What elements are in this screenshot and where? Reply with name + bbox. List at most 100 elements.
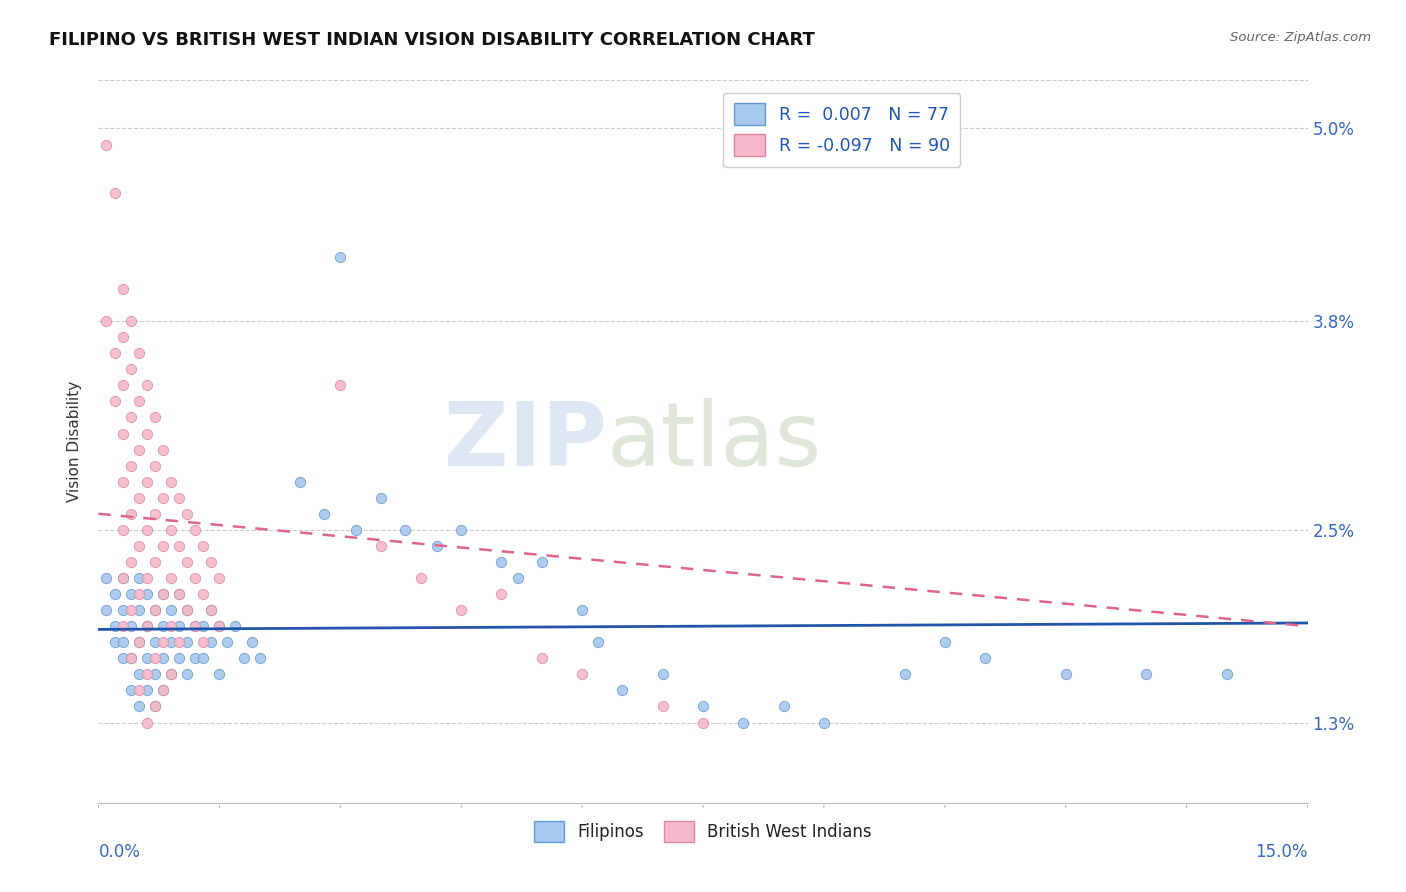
Point bbox=[193, 539, 215, 553]
Text: FILIPINO VS BRITISH WEST INDIAN VISION DISABILITY CORRELATION CHART: FILIPINO VS BRITISH WEST INDIAN VISION D… bbox=[49, 31, 815, 49]
Point bbox=[96, 137, 118, 152]
Point bbox=[200, 603, 222, 617]
Point bbox=[103, 635, 125, 649]
Point bbox=[128, 442, 150, 457]
Point bbox=[232, 651, 254, 665]
Point bbox=[103, 394, 125, 409]
Point bbox=[120, 458, 142, 473]
Point bbox=[1054, 667, 1077, 681]
Y-axis label: Vision Disability: Vision Disability bbox=[67, 381, 83, 502]
Point bbox=[813, 715, 835, 730]
Point bbox=[96, 571, 118, 585]
Point bbox=[240, 635, 263, 649]
Point bbox=[111, 571, 134, 585]
Point bbox=[450, 523, 472, 537]
Point bbox=[152, 539, 174, 553]
Point bbox=[193, 587, 215, 601]
Point bbox=[208, 571, 231, 585]
Point bbox=[111, 475, 134, 489]
Point bbox=[120, 555, 142, 569]
Point bbox=[152, 587, 174, 601]
Point bbox=[200, 603, 222, 617]
Point bbox=[530, 555, 553, 569]
Point bbox=[370, 539, 392, 553]
Point bbox=[120, 314, 142, 328]
Point bbox=[103, 587, 125, 601]
Point bbox=[103, 186, 125, 200]
Point bbox=[111, 523, 134, 537]
Point bbox=[143, 667, 166, 681]
Point bbox=[152, 651, 174, 665]
Point bbox=[612, 683, 634, 698]
Point bbox=[128, 635, 150, 649]
Point bbox=[651, 699, 673, 714]
Point bbox=[1216, 667, 1239, 681]
Point bbox=[193, 619, 215, 633]
Point bbox=[152, 587, 174, 601]
Point bbox=[111, 378, 134, 392]
Point bbox=[167, 491, 190, 505]
Point bbox=[152, 635, 174, 649]
Point bbox=[143, 651, 166, 665]
Point bbox=[184, 619, 207, 633]
Point bbox=[160, 571, 183, 585]
Point bbox=[160, 603, 183, 617]
Point bbox=[120, 410, 142, 425]
Point bbox=[135, 475, 157, 489]
Point bbox=[571, 667, 593, 681]
Point bbox=[506, 571, 529, 585]
Point bbox=[167, 539, 190, 553]
Point bbox=[491, 555, 513, 569]
Point bbox=[143, 603, 166, 617]
Point bbox=[120, 507, 142, 521]
Point bbox=[135, 683, 157, 698]
Point bbox=[160, 523, 183, 537]
Point bbox=[135, 587, 157, 601]
Point bbox=[176, 635, 198, 649]
Point bbox=[571, 603, 593, 617]
Point bbox=[176, 603, 198, 617]
Point bbox=[143, 603, 166, 617]
Point bbox=[143, 699, 166, 714]
Point bbox=[200, 635, 222, 649]
Point bbox=[128, 394, 150, 409]
Point bbox=[103, 619, 125, 633]
Point bbox=[135, 571, 157, 585]
Point bbox=[184, 619, 207, 633]
Point bbox=[96, 603, 118, 617]
Point bbox=[135, 426, 157, 441]
Point bbox=[176, 555, 198, 569]
Point bbox=[176, 507, 198, 521]
Point bbox=[111, 282, 134, 296]
Point bbox=[111, 330, 134, 344]
Point bbox=[135, 523, 157, 537]
Point bbox=[370, 491, 392, 505]
Point bbox=[152, 683, 174, 698]
Point bbox=[152, 619, 174, 633]
Point bbox=[135, 651, 157, 665]
Point bbox=[184, 523, 207, 537]
Point bbox=[128, 683, 150, 698]
Point bbox=[128, 491, 150, 505]
Point bbox=[249, 651, 271, 665]
Point bbox=[167, 619, 190, 633]
Point bbox=[772, 699, 794, 714]
Point bbox=[135, 715, 157, 730]
Point bbox=[167, 635, 190, 649]
Point bbox=[120, 651, 142, 665]
Point bbox=[143, 458, 166, 473]
Point bbox=[329, 378, 352, 392]
Point bbox=[160, 667, 183, 681]
Point bbox=[120, 603, 142, 617]
Point bbox=[934, 635, 956, 649]
Point bbox=[184, 571, 207, 585]
Point bbox=[160, 635, 183, 649]
Point bbox=[111, 619, 134, 633]
Point bbox=[143, 699, 166, 714]
Point bbox=[450, 603, 472, 617]
Point bbox=[120, 362, 142, 376]
Point bbox=[167, 587, 190, 601]
Point bbox=[120, 651, 142, 665]
Point bbox=[974, 651, 997, 665]
Point bbox=[692, 699, 714, 714]
